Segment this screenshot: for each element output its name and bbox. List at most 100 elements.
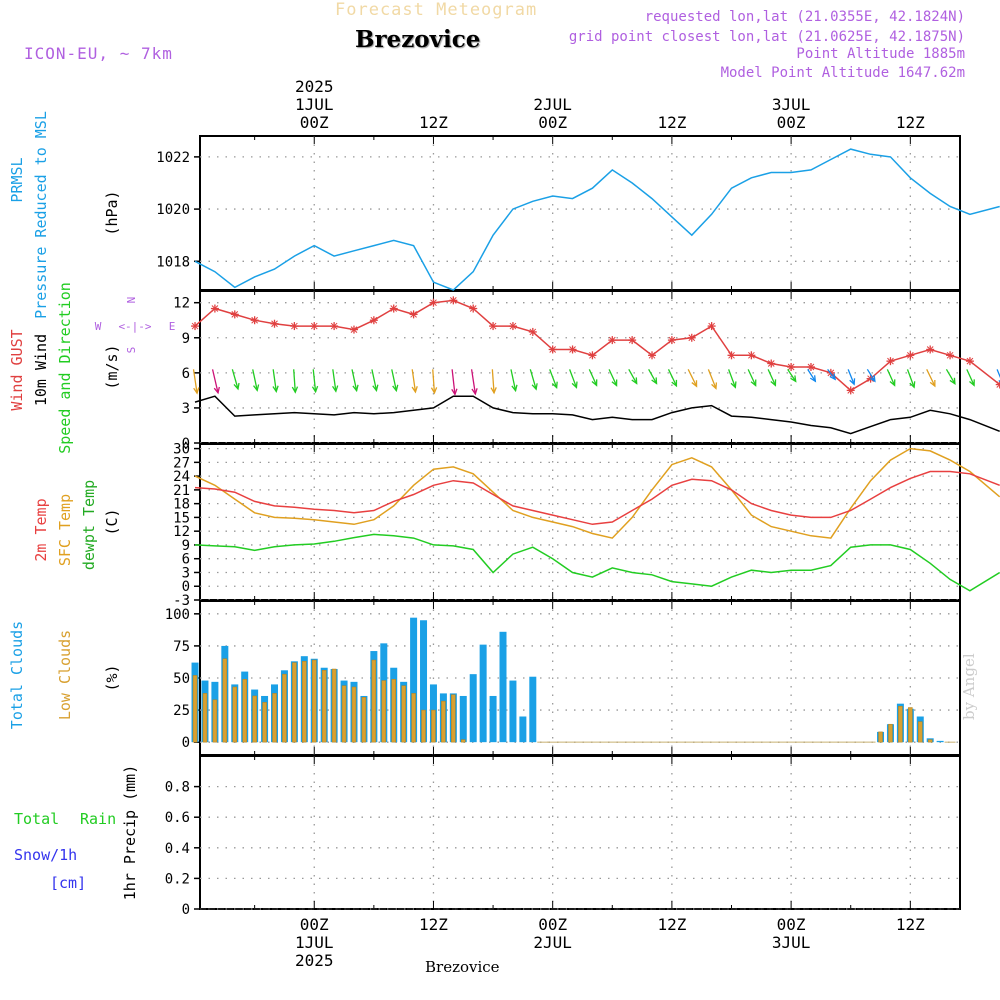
- wind-arrow: [351, 369, 359, 393]
- low-cloud-bar: [331, 668, 337, 743]
- compass-s: S: [125, 347, 138, 354]
- y-tick-label: 12: [173, 296, 190, 312]
- low-cloud-bar: [361, 697, 367, 743]
- gust-series-point: [588, 351, 597, 360]
- gust-series-point: [429, 298, 438, 307]
- wind-arrow: [510, 369, 518, 393]
- bottom-time-text: 2025: [295, 951, 334, 970]
- label-snow-unit: [cm]: [50, 874, 86, 892]
- wind-arrow: [807, 368, 817, 383]
- station-name: Brezovice: [355, 26, 481, 53]
- gust-series-point: [727, 351, 736, 360]
- label-rain: Rain: [80, 810, 116, 828]
- low-cloud-bar: [292, 662, 297, 743]
- low-cloud-bar: [391, 679, 396, 743]
- label-total-clouds: Total Clouds: [8, 621, 26, 729]
- label-total: Total: [14, 810, 59, 828]
- wind-arrow: [747, 369, 757, 387]
- footer-station-name: Brezovice: [425, 958, 500, 976]
- wind-arrow: [926, 369, 936, 388]
- y-tick-label: 15: [173, 510, 190, 526]
- y-tick-label: 1020: [156, 202, 190, 218]
- wind-arrow: [687, 369, 698, 388]
- low-cloud-bar: [898, 705, 903, 743]
- low-cloud-bar: [878, 731, 883, 743]
- wind-direction-arrows: [192, 368, 1000, 396]
- y-tick-label: 21: [173, 483, 190, 499]
- gust-series-point: [946, 351, 955, 360]
- wind-arrow: [787, 368, 797, 383]
- low-cloud-bar: [908, 707, 913, 743]
- low-cloud-bar: [918, 721, 923, 743]
- wind-arrow: [192, 369, 200, 395]
- gust-series-point: [747, 351, 756, 360]
- label-pressure-msl: Pressure Reduced to MSL: [32, 111, 50, 319]
- gust-series-point: [548, 345, 557, 354]
- low-cloud-bar: [282, 673, 287, 743]
- gust-series-point: [449, 296, 458, 305]
- wind-arrow: [667, 369, 678, 388]
- wind-arrow: [886, 369, 896, 387]
- y-tick-label: 25: [173, 703, 190, 719]
- top-time-text: 12Z: [419, 113, 448, 132]
- low-cloud-bar: [202, 693, 208, 743]
- low-cloud-bar: [451, 694, 456, 743]
- gust-series-point: [707, 322, 716, 331]
- total-cloud-bar: [519, 716, 527, 743]
- low-cloud-bar: [321, 670, 327, 743]
- wind-arrow: [866, 368, 876, 383]
- label-10m-wind: 10m Wind: [32, 334, 50, 406]
- panel-ylabel: (m/s): [103, 344, 121, 389]
- bottom-time-text: 12Z: [657, 915, 686, 934]
- meteogram-title: Forecast Meteogram: [335, 0, 538, 20]
- label-speed-direction: Speed and Direction: [56, 282, 74, 454]
- bottom-time-text: 1JUL: [295, 933, 334, 952]
- top-time-text: 00Z: [777, 113, 806, 132]
- gust-series-point: [310, 322, 319, 331]
- bottom-time-text: 00Z: [777, 915, 806, 934]
- total-cloud-bar: [459, 695, 467, 743]
- low-cloud-bar: [262, 702, 267, 743]
- y-tick-label: 0.8: [165, 780, 190, 796]
- wind-arrow: [490, 369, 497, 395]
- y-tick-label: 0: [182, 579, 190, 595]
- wind-arrow: [470, 369, 478, 396]
- top-time-text: 1JUL: [295, 95, 334, 114]
- gust-series-point: [846, 386, 855, 395]
- low-cloud-bar: [381, 680, 387, 743]
- low-cloud-bar: [232, 686, 238, 743]
- y-tick-label: 0: [182, 735, 190, 751]
- y-tick-label: 9: [182, 538, 190, 554]
- bottom-time-label: 12Z: [419, 915, 448, 934]
- compass-n: N: [125, 297, 138, 304]
- prmsl-series: [194, 148, 1000, 291]
- wind-arrow: [291, 369, 299, 394]
- panel-ylabel: 1hr Precip (mm): [121, 765, 139, 900]
- label-snow: Snow/1h: [14, 846, 77, 864]
- low-cloud-bar: [302, 661, 307, 743]
- low-cloud-bar: [242, 679, 247, 743]
- y-tick-label: 1022: [156, 150, 190, 166]
- total-cloud-bar: [489, 695, 497, 743]
- gust-series-point: [409, 310, 418, 319]
- label-sfc-temp: SFC Temp: [56, 494, 74, 566]
- y-tick-label: 3: [182, 565, 190, 581]
- low-cloud-bar: [431, 709, 436, 743]
- gust-series-point: [886, 357, 895, 366]
- gust-series-point: [369, 316, 378, 325]
- wind-arrow: [569, 369, 578, 389]
- low-cloud-bar: [927, 739, 933, 743]
- y-tick-label: 75: [173, 639, 190, 655]
- panel-ylabel: (hPa): [103, 190, 121, 235]
- wind-arrow: [648, 369, 658, 385]
- total-cloud-bar: [499, 631, 507, 743]
- y-tick-label: 0: [182, 436, 190, 452]
- gust-series-point: [628, 336, 637, 345]
- panel-wind: 0 3 6 9 12 (m/s): [103, 290, 961, 452]
- prmsl-series-line: [194, 148, 1000, 291]
- dewpt-series-line: [194, 533, 1000, 592]
- gust-series-point: [469, 304, 478, 313]
- y-tick-label: 0.6: [165, 810, 190, 826]
